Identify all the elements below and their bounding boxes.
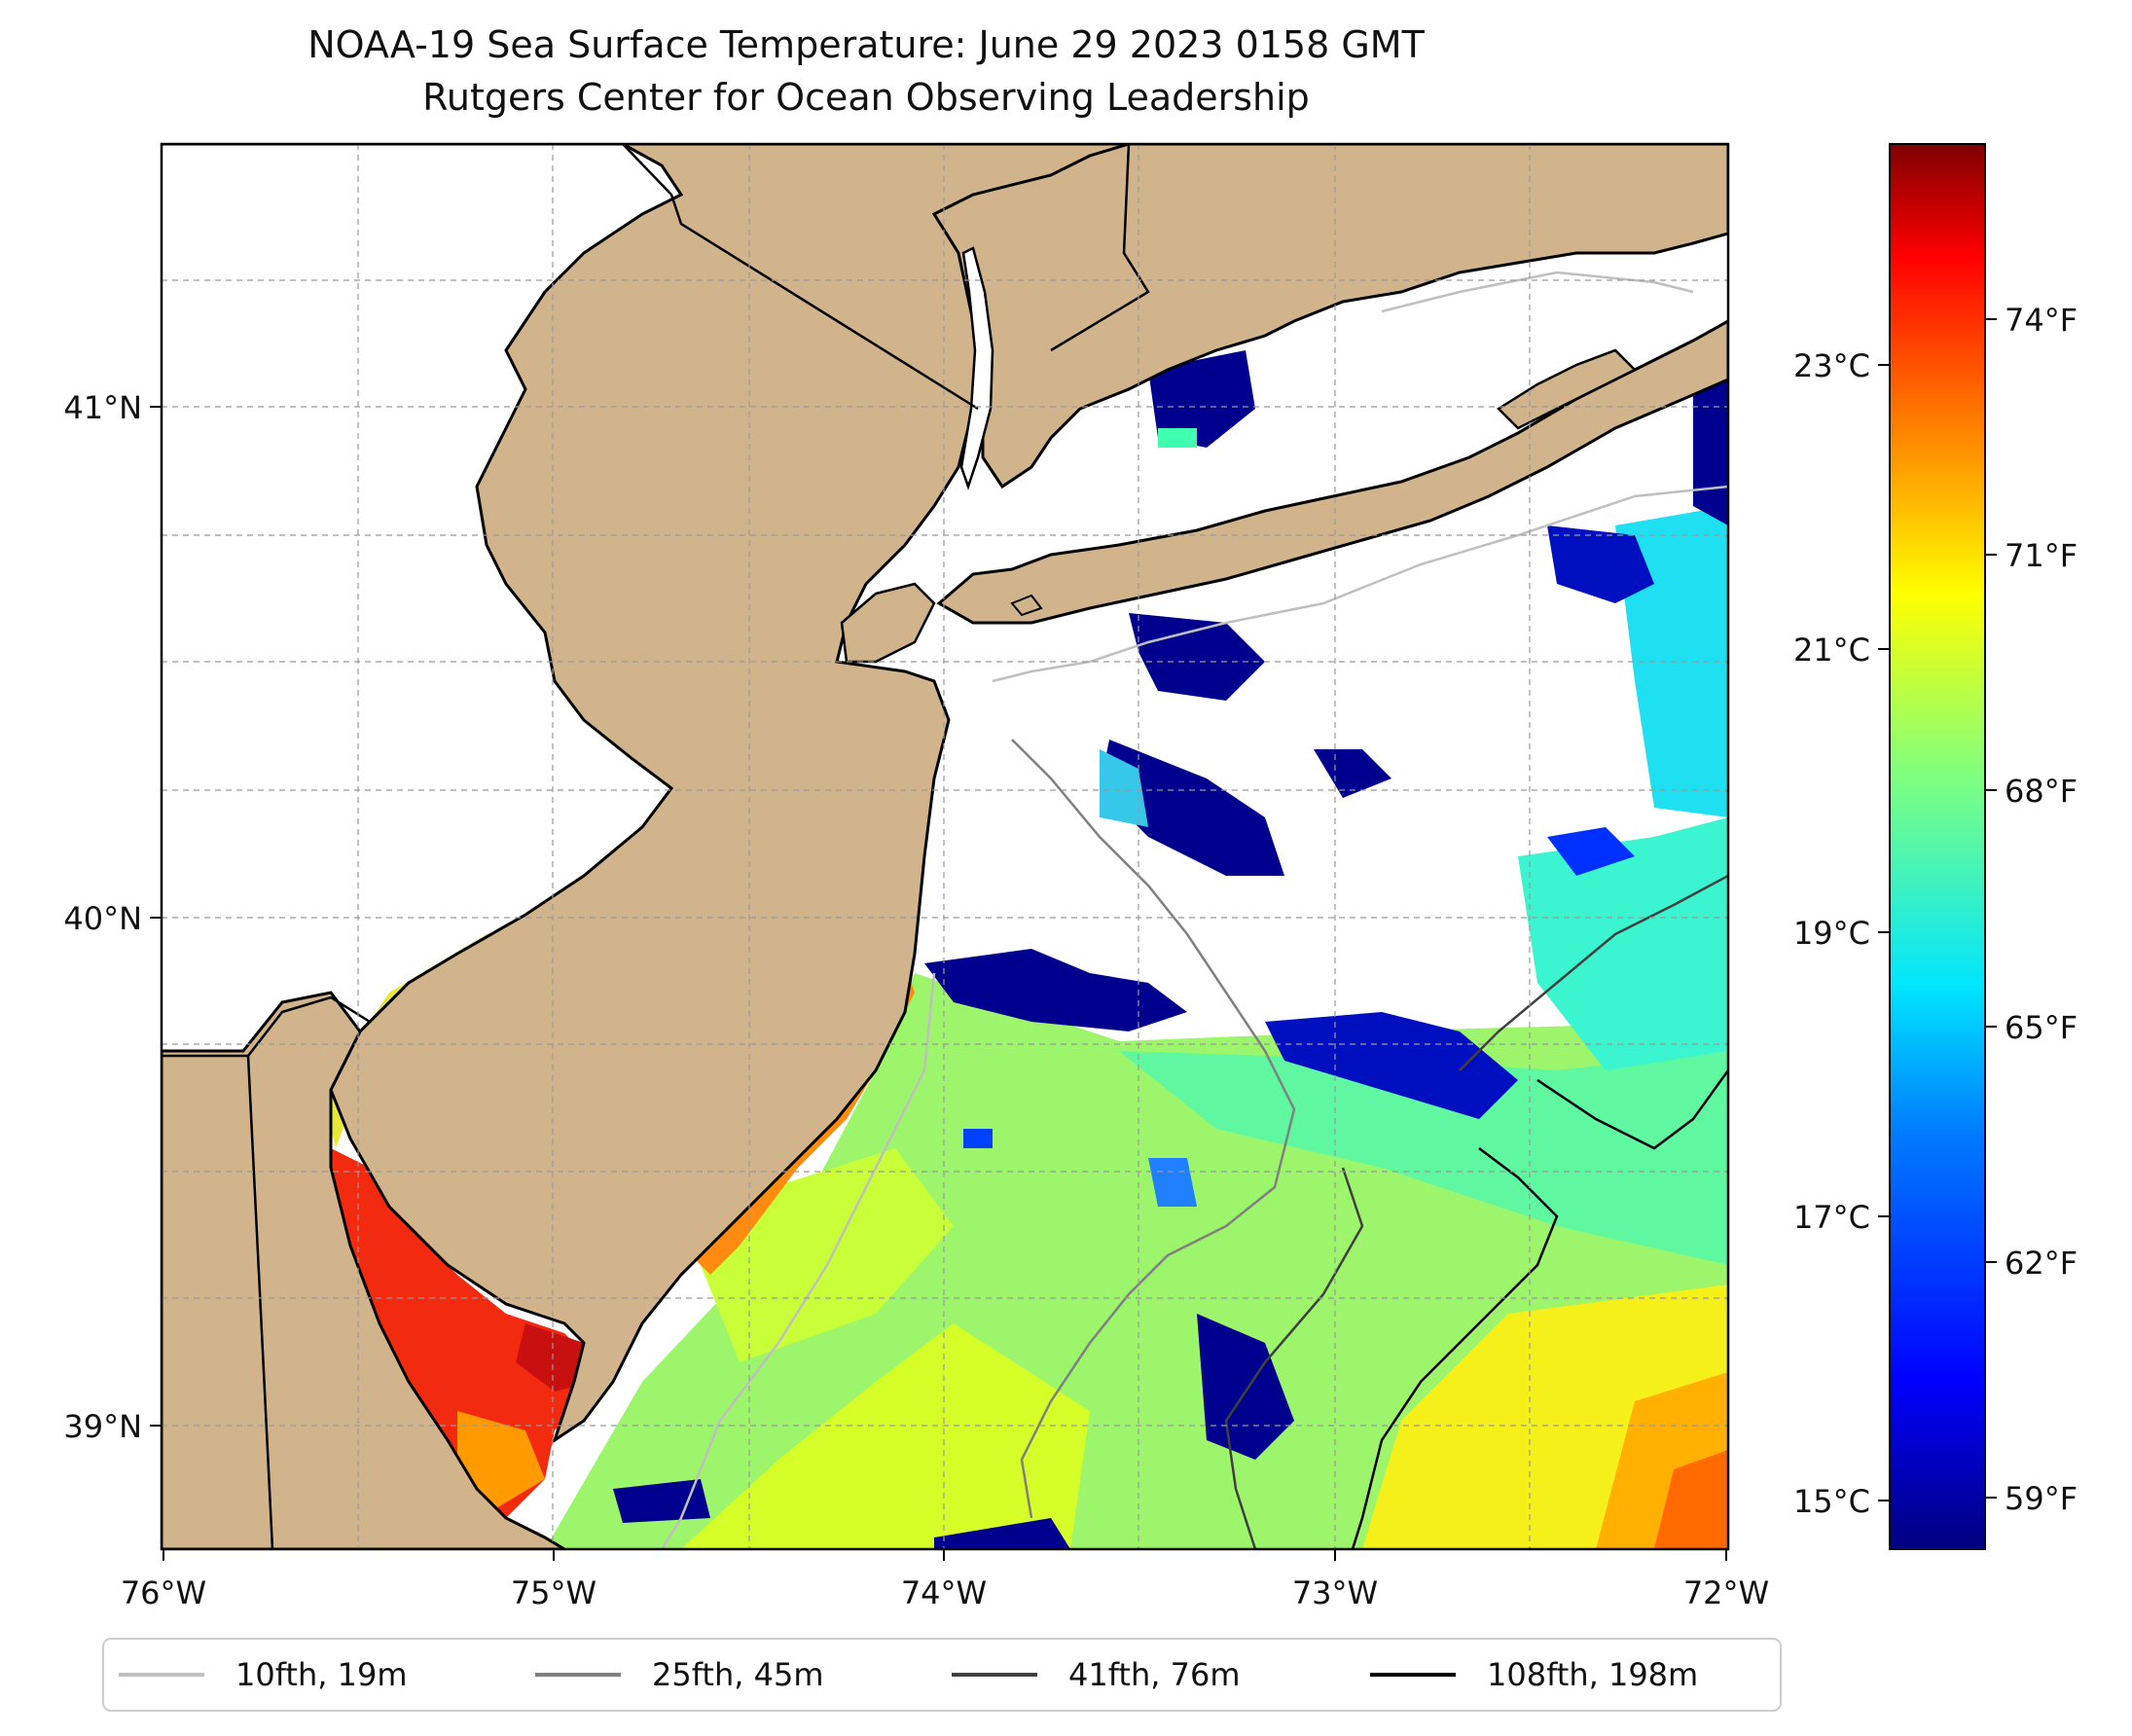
map-subtitle: Rutgers Center for Ocean Observing Leade… (422, 76, 1310, 119)
colorbar-fahrenheit-label: 59°F (2005, 1480, 2078, 1517)
state-borders (162, 144, 1150, 1549)
colorbar-fahrenheit-label: 71°F (2005, 537, 2078, 574)
colorbar-fahrenheit-label: 65°F (2005, 1009, 2078, 1046)
gridlines (162, 144, 1728, 1549)
lon-label: 76°W (121, 1574, 206, 1611)
lon-label: 72°W (1683, 1574, 1769, 1611)
legend-item: 41fth, 76m (952, 1656, 1240, 1693)
colorbar-gradient (1889, 143, 1986, 1550)
legend-item: 10fth, 19m (119, 1656, 407, 1693)
lat-labels: 41°N 40°N 39°N (63, 389, 142, 1445)
lon-label: 74°W (901, 1574, 987, 1611)
lon-labels: 76°W 75°W 74°W 73°W 72°W (121, 1574, 1769, 1611)
legend-label: 108fth, 198m (1487, 1656, 1698, 1693)
legend-label: 25fth, 45m (652, 1656, 823, 1693)
colorbar-celsius-label: 17°C (1793, 1199, 1870, 1236)
lat-label: 39°N (63, 1408, 142, 1445)
lon-label: 73°W (1292, 1574, 1378, 1611)
colorbar: 23°C 21°C 19°C 17°C 15°C 74°F 71°F 68°F … (1793, 143, 2078, 1550)
map-ticks (150, 406, 1727, 1561)
lon-label: 75°W (511, 1574, 596, 1611)
colorbar-fahrenheit-label: 62°F (2005, 1245, 2078, 1282)
lat-label: 41°N (63, 389, 142, 426)
colorbar-celsius-label: 15°C (1793, 1483, 1870, 1520)
legend-label: 41fth, 76m (1068, 1656, 1240, 1693)
colorbar-celsius-label: 19°C (1793, 915, 1870, 952)
legend-item: 25fth, 45m (535, 1656, 823, 1693)
map-area (162, 144, 1728, 1549)
colorbar-fahrenheit-label: 74°F (2005, 302, 2078, 339)
map-title: NOAA-19 Sea Surface Temperature: June 29… (307, 23, 1425, 66)
isobaths (660, 271, 1728, 1549)
legend-label: 10fth, 19m (235, 1656, 407, 1693)
lat-label: 40°N (63, 900, 142, 937)
legend: 10fth, 19m 25fth, 45m 41fth, 76m 108fth,… (102, 1638, 1782, 1712)
colorbar-celsius-label: 23°C (1793, 347, 1870, 384)
legend-box (102, 1638, 1782, 1712)
colorbar-fahrenheit-label: 68°F (2005, 773, 2078, 810)
legend-item: 108fth, 198m (1370, 1656, 1698, 1693)
colorbar-celsius-label: 21°C (1793, 632, 1870, 669)
